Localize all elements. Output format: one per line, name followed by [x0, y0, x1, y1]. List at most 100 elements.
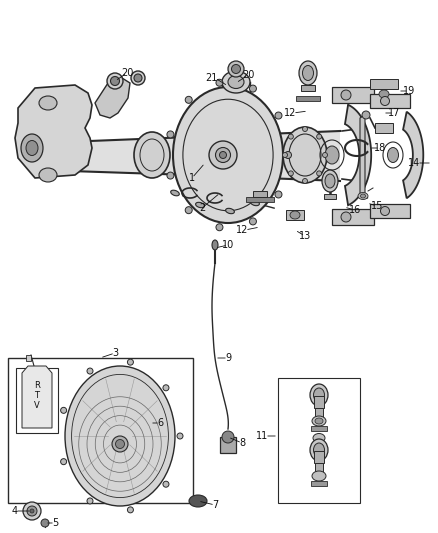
Ellipse shape: [275, 112, 282, 119]
Ellipse shape: [249, 218, 256, 225]
Bar: [286, 210, 304, 220]
Ellipse shape: [288, 171, 293, 176]
Text: 7: 7: [212, 500, 218, 510]
Ellipse shape: [196, 203, 205, 208]
Bar: [253, 191, 267, 197]
Text: V: V: [34, 400, 40, 409]
Bar: [246, 197, 274, 202]
Ellipse shape: [131, 71, 145, 85]
Bar: [375, 123, 393, 133]
Ellipse shape: [27, 506, 37, 516]
Ellipse shape: [127, 359, 134, 365]
Bar: [370, 204, 410, 218]
Ellipse shape: [189, 495, 207, 507]
Bar: [332, 87, 374, 103]
Ellipse shape: [299, 61, 317, 85]
Text: 12: 12: [284, 108, 296, 118]
Ellipse shape: [379, 90, 389, 98]
Text: 6: 6: [157, 418, 163, 428]
Ellipse shape: [303, 126, 307, 132]
Ellipse shape: [314, 443, 325, 457]
Ellipse shape: [134, 132, 170, 178]
Bar: [8, 358, 193, 503]
Ellipse shape: [314, 388, 325, 402]
Ellipse shape: [310, 439, 328, 461]
Ellipse shape: [177, 433, 183, 439]
Bar: [315, 463, 323, 473]
Text: 13: 13: [299, 231, 311, 241]
Ellipse shape: [341, 212, 351, 222]
Ellipse shape: [358, 192, 368, 199]
Text: 10: 10: [222, 240, 234, 250]
Ellipse shape: [317, 171, 321, 176]
Bar: [311, 481, 327, 486]
Ellipse shape: [313, 433, 325, 442]
Ellipse shape: [216, 224, 223, 231]
Ellipse shape: [60, 407, 67, 414]
Ellipse shape: [232, 64, 240, 74]
Bar: [311, 426, 327, 431]
Bar: [296, 96, 320, 101]
Ellipse shape: [222, 431, 234, 443]
Ellipse shape: [110, 77, 120, 85]
Ellipse shape: [303, 66, 314, 80]
Ellipse shape: [251, 200, 259, 206]
Ellipse shape: [209, 141, 237, 169]
Ellipse shape: [228, 61, 244, 77]
Ellipse shape: [381, 206, 389, 215]
Bar: [370, 94, 410, 108]
Ellipse shape: [26, 141, 38, 156]
Polygon shape: [15, 85, 92, 178]
Text: 11: 11: [256, 431, 268, 441]
Ellipse shape: [87, 368, 93, 374]
Bar: [220, 437, 236, 453]
Ellipse shape: [226, 208, 234, 214]
Ellipse shape: [60, 459, 67, 465]
Ellipse shape: [167, 172, 174, 179]
Text: 21: 21: [205, 73, 218, 83]
Polygon shape: [403, 112, 423, 198]
Ellipse shape: [173, 87, 283, 223]
Ellipse shape: [23, 502, 41, 520]
Ellipse shape: [325, 174, 335, 188]
Polygon shape: [95, 78, 130, 118]
Polygon shape: [40, 131, 340, 181]
Ellipse shape: [212, 240, 218, 250]
Text: 20: 20: [121, 68, 133, 78]
Ellipse shape: [116, 440, 124, 448]
Text: 5: 5: [52, 518, 58, 528]
Ellipse shape: [87, 498, 93, 504]
Ellipse shape: [362, 111, 370, 119]
Ellipse shape: [65, 366, 175, 506]
Ellipse shape: [216, 79, 223, 86]
Text: R: R: [34, 381, 40, 390]
Ellipse shape: [163, 385, 169, 391]
Ellipse shape: [285, 151, 292, 158]
Bar: [314, 396, 324, 408]
Ellipse shape: [167, 131, 174, 138]
Text: 9: 9: [225, 353, 231, 363]
Text: 2: 2: [199, 203, 205, 213]
Ellipse shape: [107, 73, 123, 89]
Ellipse shape: [134, 74, 142, 82]
Ellipse shape: [325, 146, 339, 164]
Text: 4: 4: [12, 506, 18, 516]
Bar: [332, 209, 374, 225]
Text: 8: 8: [239, 438, 245, 448]
Text: 14: 14: [408, 158, 420, 168]
Bar: [278, 378, 360, 503]
Text: 19: 19: [403, 86, 415, 96]
Polygon shape: [345, 105, 371, 205]
Ellipse shape: [249, 85, 256, 92]
Ellipse shape: [312, 471, 326, 481]
Ellipse shape: [275, 191, 282, 198]
Text: 12: 12: [236, 225, 248, 235]
Ellipse shape: [322, 170, 338, 192]
Ellipse shape: [228, 76, 244, 88]
Ellipse shape: [185, 207, 192, 214]
Text: T: T: [35, 391, 39, 400]
Ellipse shape: [381, 96, 389, 106]
Ellipse shape: [312, 416, 326, 426]
Ellipse shape: [215, 148, 230, 163]
Ellipse shape: [317, 134, 321, 139]
